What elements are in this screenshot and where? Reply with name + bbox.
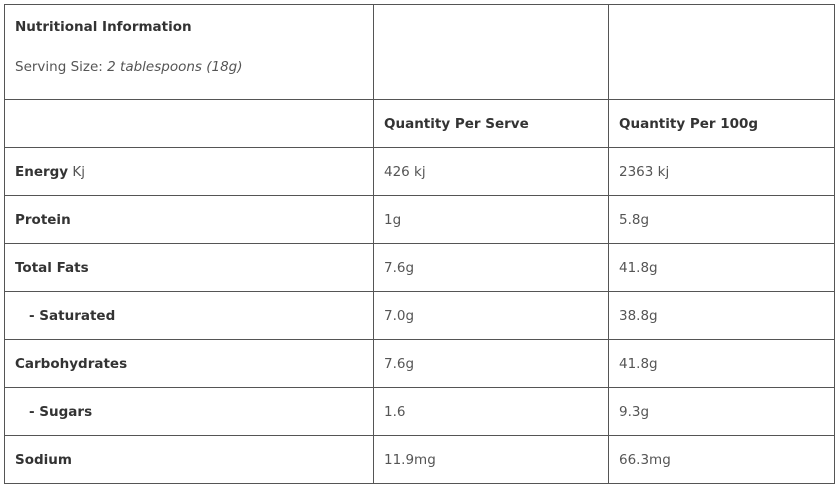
per-100g-value: 41.8g	[608, 339, 835, 388]
nutrient-name: Sodium	[15, 451, 72, 468]
title-cell: Nutritional Information Serving Size: 2 …	[4, 4, 374, 100]
nutrient-name-cell: Sodium	[4, 435, 374, 484]
nutrient-name: Total Fats	[15, 259, 89, 276]
nutrient-name: Carbohydrates	[15, 355, 128, 372]
nutrition-table: Nutritional Information Serving Size: 2 …	[4, 4, 835, 484]
per-100g-value: 38.8g	[608, 291, 835, 340]
header-per-serve: Quantity Per Serve	[373, 99, 609, 148]
header-row: Quantity Per Serve Quantity Per 100g	[4, 99, 835, 148]
per-100g-value: 66.3mg	[608, 435, 835, 484]
nutrient-name-cell: - Saturated	[4, 291, 374, 340]
per-100g-value: 41.8g	[608, 243, 835, 292]
nutrient-name-cell: Protein	[4, 195, 374, 244]
per-serve-value: 1g	[373, 195, 609, 244]
nutrient-name-cell: Carbohydrates	[4, 339, 374, 388]
nutrient-name-cell: - Sugars	[4, 387, 374, 436]
nutrient-name: Energy	[15, 163, 69, 180]
header-per-100g: Quantity Per 100g	[608, 99, 835, 148]
per-serve-value: 1.6	[373, 387, 609, 436]
nutrient-name-cell: Energy Kj	[4, 147, 374, 196]
serving-size: Serving Size: 2 tablespoons (18g)	[15, 59, 243, 75]
table-row: Energy Kj 426 kj 2363 kj	[4, 147, 835, 196]
table-row: Sodium 11.9mg 66.3mg	[4, 435, 835, 484]
per-serve-value: 7.6g	[373, 339, 609, 388]
per-100g-value: 5.8g	[608, 195, 835, 244]
table-row: Total Fats 7.6g 41.8g	[4, 243, 835, 292]
nutrient-name: - Sugars	[29, 403, 93, 420]
empty-cell	[608, 4, 835, 100]
empty-cell	[373, 4, 609, 100]
per-serve-value: 426 kj	[373, 147, 609, 196]
serving-size-value: 2 tablespoons (18g)	[107, 59, 243, 75]
per-serve-value: 7.6g	[373, 243, 609, 292]
table-title: Nutritional Information	[15, 19, 192, 35]
per-serve-value: 7.0g	[373, 291, 609, 340]
per-100g-value: 9.3g	[608, 387, 835, 436]
per-serve-value: 11.9mg	[373, 435, 609, 484]
table-row: - Saturated 7.0g 38.8g	[4, 291, 835, 340]
empty-cell	[4, 99, 374, 148]
per-100g-value: 2363 kj	[608, 147, 835, 196]
table-row: Protein 1g 5.8g	[4, 195, 835, 244]
nutrient-name: - Saturated	[29, 307, 116, 324]
table-row: - Sugars 1.6 9.3g	[4, 387, 835, 436]
nutrient-name-cell: Total Fats	[4, 243, 374, 292]
table-title-row: Nutritional Information Serving Size: 2 …	[4, 4, 835, 100]
table-row: Carbohydrates 7.6g 41.8g	[4, 339, 835, 388]
nutrient-unit: Kj	[72, 163, 86, 180]
nutrient-name: Protein	[15, 211, 71, 228]
